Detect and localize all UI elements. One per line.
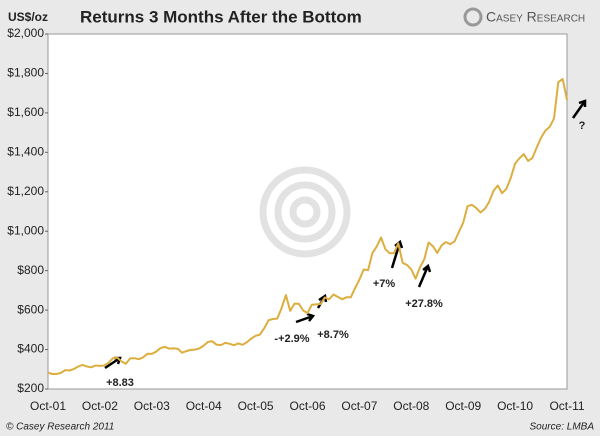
brand-name: Casey Research [486,9,585,25]
annotation: +8.83 [106,377,134,389]
x-tick-label: Oct-05 [238,399,274,413]
annotation: +8.7% [317,329,349,341]
x-tick-label: Oct-06 [289,399,325,413]
x-tick-label: Oct-01 [30,399,66,413]
x-tick-label: Oct-08 [393,399,429,413]
x-tick-label: Oct-11 [549,399,584,413]
annotation: ? [579,120,586,132]
price-line [47,78,568,375]
annotation: +7% [373,278,396,290]
y-tick-label: $800 [17,263,44,277]
x-tick-label: Oct-10 [497,399,533,413]
y-tick-label: $400 [17,342,44,356]
x-tick-label: Oct-07 [341,399,377,413]
x-tick-label: Oct-09 [445,399,481,413]
y-tick-label: $600 [17,302,44,316]
x-tick-label: Oct-04 [186,399,222,413]
annotation: +27.8% [405,298,443,310]
footer: © Casey Research 2011 [6,422,114,433]
y-tick-label: $1,000 [7,223,44,237]
watermark [259,166,351,258]
y-tick-label: $1,400 [7,145,44,159]
y-tick-label: $1,800 [7,66,44,80]
y-axis-label: US$/oz [8,10,48,24]
x-tick-label: Oct-02 [82,399,118,413]
x-tick-label: Oct-03 [134,399,170,413]
y-tick-label: $1,200 [7,184,44,198]
brand-logo [463,7,483,27]
source: Source: LMBA [530,422,595,433]
y-tick-label: $2,000 [7,26,44,40]
annotation: -+2.9% [274,333,309,345]
chart-title: Returns 3 Months After the Bottom [80,7,362,26]
y-tick-label: $1,600 [7,105,44,119]
y-tick-label: $200 [17,381,44,395]
